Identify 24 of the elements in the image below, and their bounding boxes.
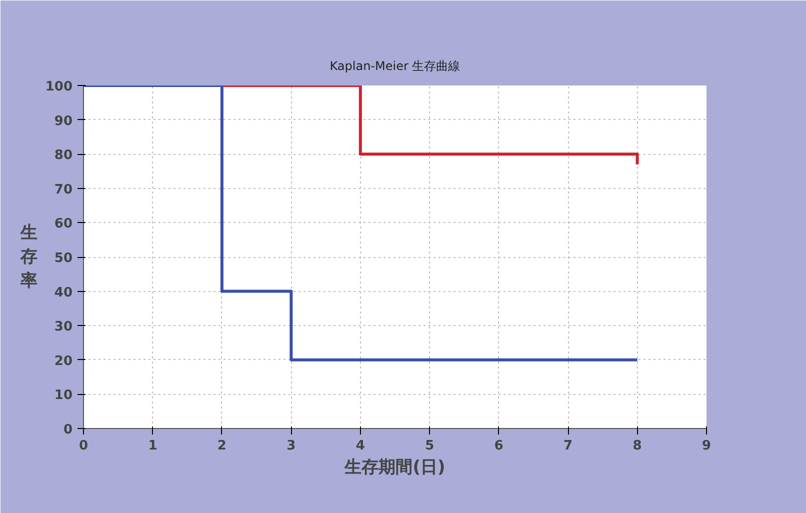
x-tick-label: 8 [632, 438, 642, 454]
y-tick-label: 60 [54, 216, 73, 232]
x-tick-label: 6 [494, 438, 504, 454]
y-tick-label: 100 [45, 80, 73, 94]
y-tick-label: 10 [54, 388, 73, 404]
x-tick-label: 1 [148, 438, 158, 454]
y-tick-label: 30 [54, 320, 73, 335]
x-tick-label: 2 [217, 438, 226, 454]
x-tick-label: 0 [78, 438, 88, 454]
x-tick-label: 4 [356, 438, 365, 454]
x-tick-label: 5 [425, 438, 434, 454]
y-tick-label: 20 [54, 354, 73, 369]
y-tick-label: 50 [54, 251, 73, 266]
x-tick-label: 7 [564, 438, 573, 454]
x-tick-label: 3 [286, 438, 296, 454]
x-tick-label: 9 [702, 438, 712, 454]
y-tick-label: 0 [63, 422, 72, 438]
y-tick-label: 70 [54, 182, 73, 198]
chart-title: Kaplan-Meier 生存曲線 [330, 59, 460, 73]
y-tick-label: 90 [54, 114, 73, 129]
y-tick-label: 40 [54, 285, 73, 300]
y-tick-label: 80 [54, 148, 73, 164]
y-axis-title: 生存率 [19, 223, 38, 291]
x-axis-title: 生存期間(日) [344, 458, 446, 478]
